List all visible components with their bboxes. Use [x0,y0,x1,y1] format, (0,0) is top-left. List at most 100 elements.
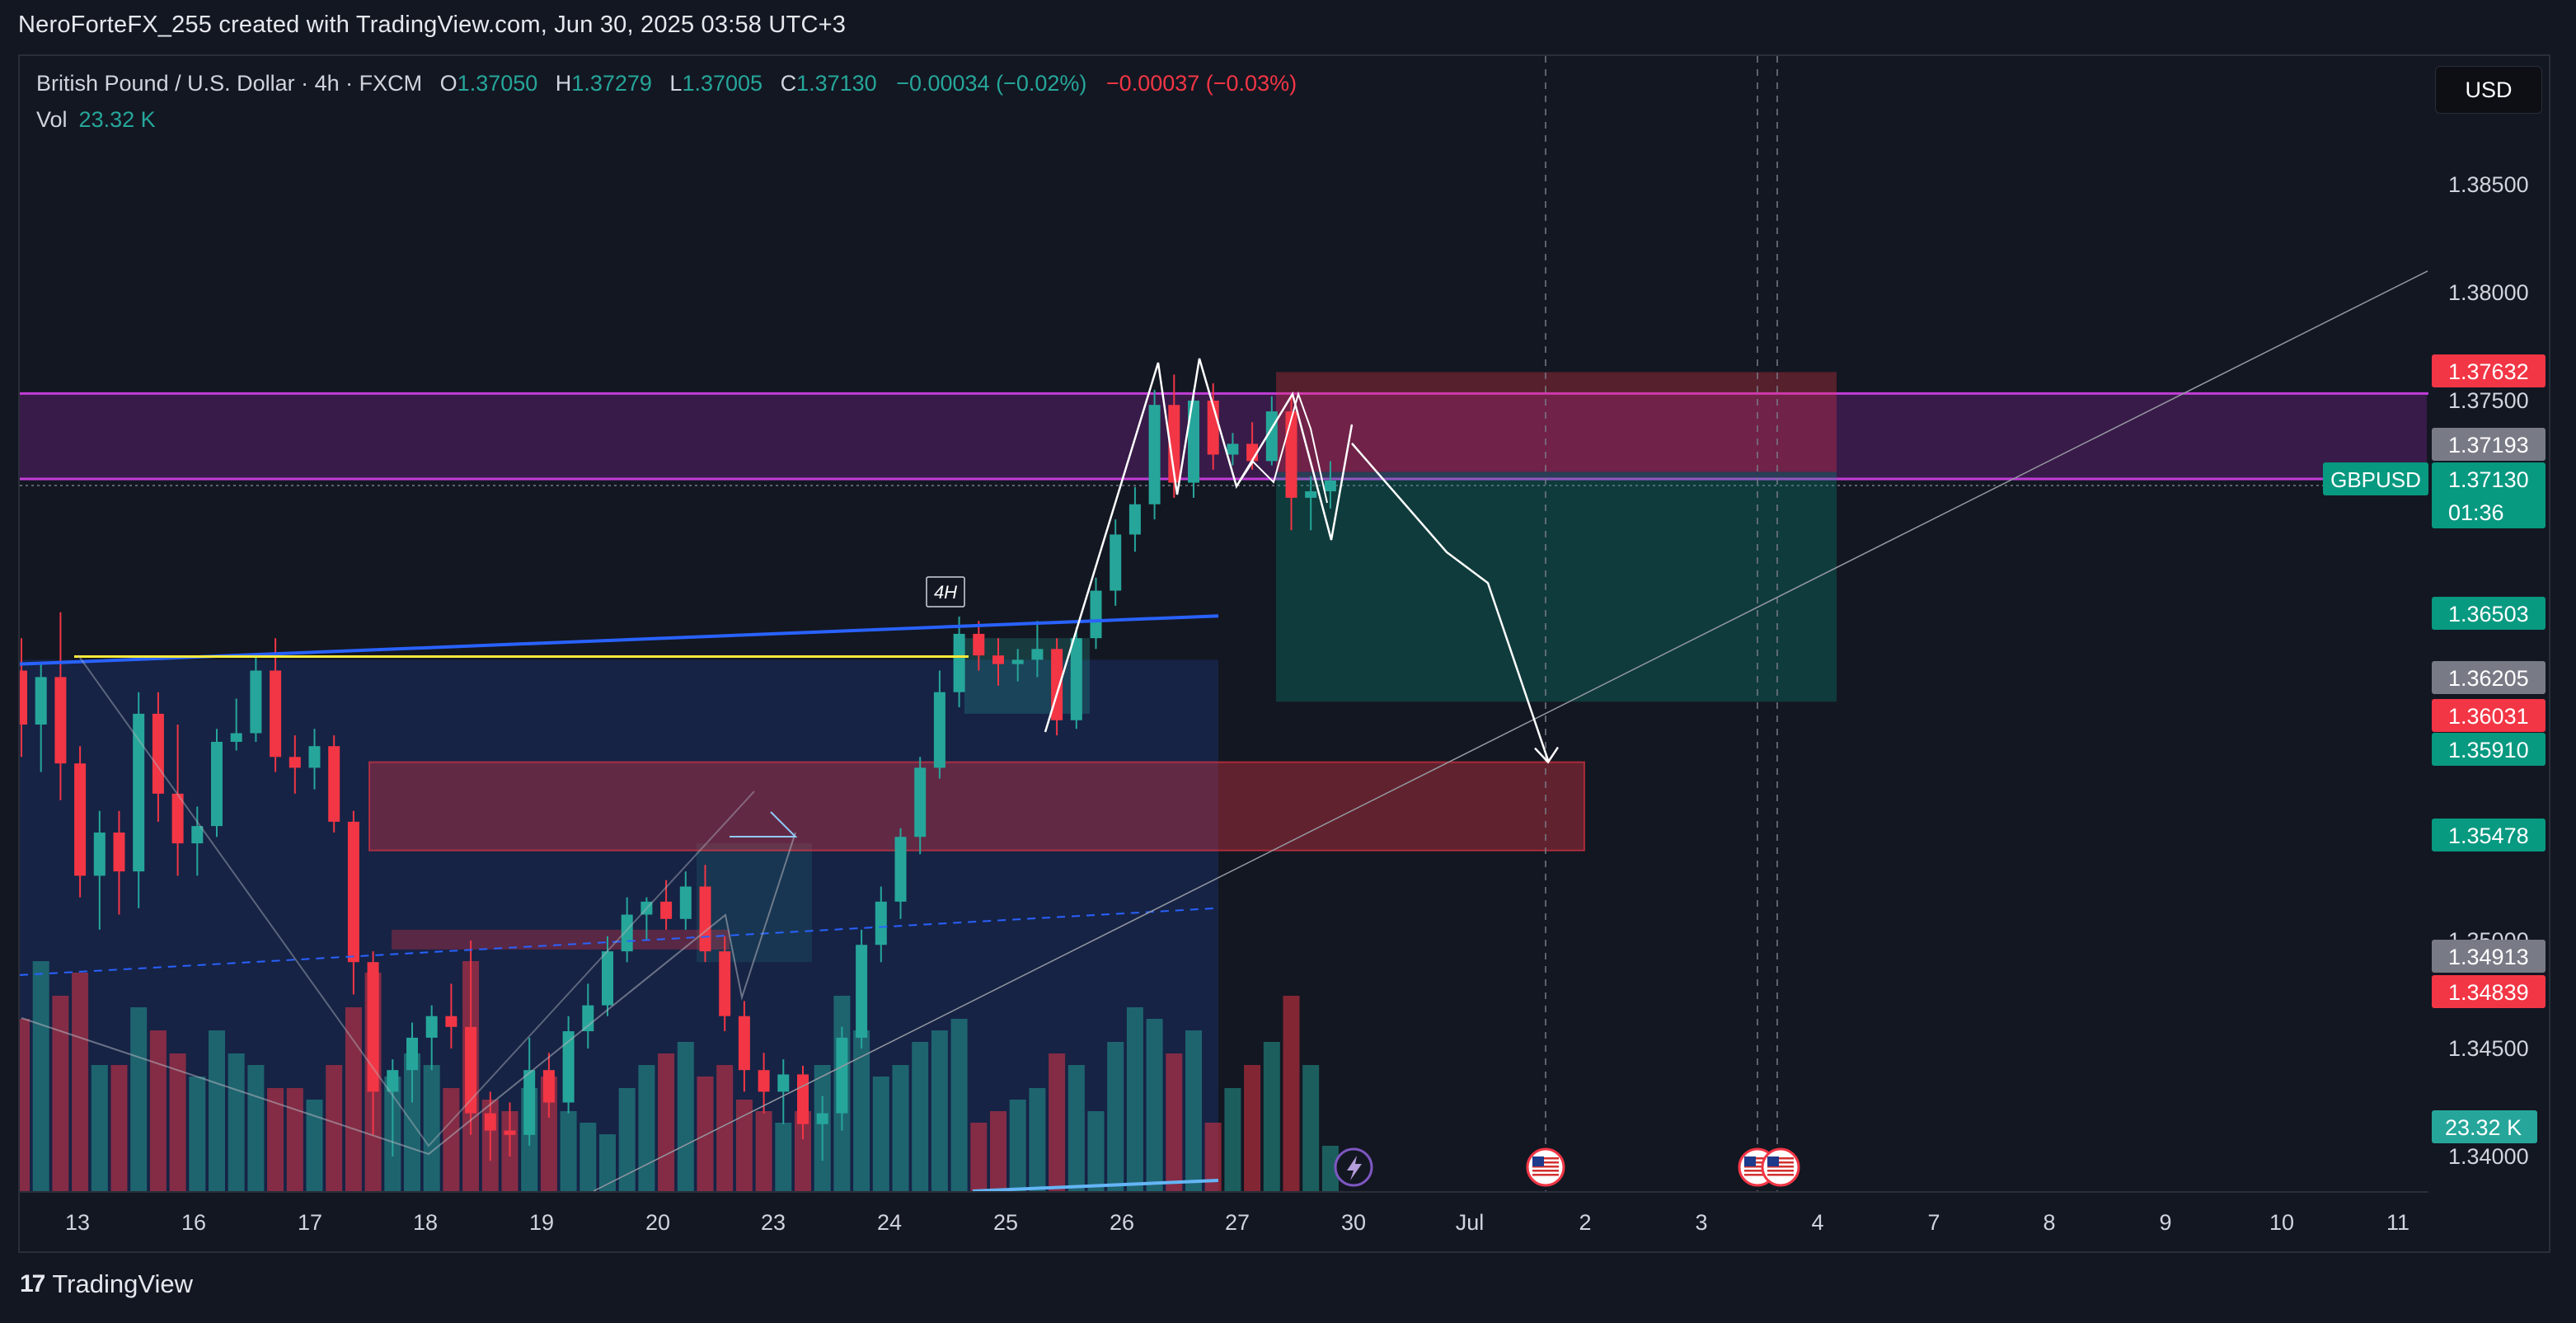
us-flag-event-icon [1761,1147,1800,1187]
candle-body [387,1070,399,1092]
volume-bar [1126,1007,1143,1192]
small-teal-box [964,638,1090,714]
time-tick-label: 23 [761,1210,786,1235]
change-down: −0.00037 (−0.03%) [1105,71,1297,96]
price-tag-value: 1.35478 [2448,823,2529,848]
time-tick-label: 2 [1579,1210,1591,1235]
price-tag-value: 1.34913 [2448,945,2529,969]
price-tag-box [2432,819,2546,852]
candle-body [347,821,359,963]
candle-body [1168,405,1180,483]
price-tag-value: 1.36205 [2448,666,2529,691]
symbol-title[interactable]: British Pound / U.S. Dollar · 4h · FXCM [36,71,423,96]
time-tick-label: 8 [2043,1210,2055,1235]
time-tick-label: 16 [181,1210,206,1235]
flag-stripe [1744,1157,1771,1160]
flag-canton [1767,1156,1779,1166]
time-tick-label: 13 [65,1210,90,1235]
volume-bar [110,1065,128,1192]
volume-bar [1087,1111,1105,1192]
volume-tag-box [2432,1110,2537,1143]
volume-bar [1283,996,1300,1192]
volume-bar [853,1030,870,1192]
candle-body [1324,480,1336,492]
volume-bar [443,1088,460,1192]
time-tick-label: 19 [529,1210,554,1235]
volume-bar [169,1053,186,1192]
low-label: L [669,71,683,96]
candle-body [894,837,907,902]
candle-body [328,746,340,822]
volume-bar [1244,1065,1261,1192]
volume-bar [1224,1088,1241,1192]
tradingview-logo[interactable]: 17 TradingView [20,1269,193,1299]
candle-body [211,741,223,827]
volume-bar [1067,1065,1085,1192]
time-tick-label: 18 [413,1210,438,1235]
candle-body [562,1031,575,1103]
flag-stripe [1744,1166,1771,1168]
time-tick-label: 10 [2269,1210,2294,1235]
time-tick-label: 11 [2386,1210,2409,1235]
candle-body [914,767,927,837]
volume-bar [658,1053,675,1192]
small-teal-box-2 [697,843,812,963]
price-tag-value: 1.36031 [2448,704,2529,729]
candle-body [1011,659,1024,664]
candle-body [1070,638,1082,720]
price-tick-label: 1.34000 [2448,1144,2529,1169]
price-tag-box [2432,597,2546,630]
candle-body [1188,401,1199,483]
candle-body [621,914,633,952]
volume-bar [1263,1042,1280,1192]
wave-path-2 [1236,391,1328,504]
currency-button[interactable]: USD [2435,66,2542,114]
volume-bar [286,1088,303,1192]
volume-bar [423,1065,440,1192]
candle-body [953,633,965,692]
vol-value: 23.32 K [78,107,156,132]
price-tag: 1.37130 01:36 GBPUSD [2323,462,2546,528]
volume-bar [560,1111,577,1192]
tradingview-mark-icon: 17 [20,1270,45,1297]
volume-bar [892,1065,909,1192]
candle-body [171,793,184,844]
wave-path [1044,358,1354,733]
price-tag-box [2432,661,2546,694]
channel-bottom-line [972,1179,1219,1192]
projection-arrow-head [1534,746,1560,764]
chart-caption: NeroForteFX_255 created with TradingView… [18,12,847,38]
candle-body [602,951,613,1006]
high-value: 1.37279 [571,71,652,96]
low-value: 1.37005 [682,71,763,96]
volume-bar [91,1065,108,1192]
volume-bar [970,1123,988,1192]
time-tick-label: 3 [1695,1210,1707,1235]
us-flag-event-icon [1526,1147,1565,1187]
symbol-tag-label: GBPUSD [2330,467,2421,492]
candle-body [270,670,282,758]
price-tag: 1.36503 [2432,597,2546,630]
channel-dashed-line [20,907,1219,976]
footer-brand: TradingView [52,1269,193,1298]
candle-body [719,951,731,1016]
price-tag: 1.37193 [2432,428,2546,461]
volume-bar [755,1111,772,1192]
ohlc-legend[interactable]: British Pound / U.S. Dollar · 4h · FXCM … [36,71,1297,96]
projection-arrow-path [1351,443,1550,761]
candle-body [933,692,945,768]
time-tick-label: 30 [1341,1210,1366,1235]
old-projection-2 [77,654,755,1147]
candle-body [1031,649,1044,660]
volume-bar [716,1065,734,1192]
candle-body [113,833,125,872]
candle-body [445,1016,457,1027]
candle-body [425,1016,438,1038]
volume-bar [306,1100,323,1192]
candle-body [640,901,653,915]
price-tag-box [2432,975,2546,1008]
flag-stripe [1532,1174,1559,1176]
volume-legend[interactable]: Vol 23.32 K [36,107,156,133]
volume-bar [267,1088,284,1192]
